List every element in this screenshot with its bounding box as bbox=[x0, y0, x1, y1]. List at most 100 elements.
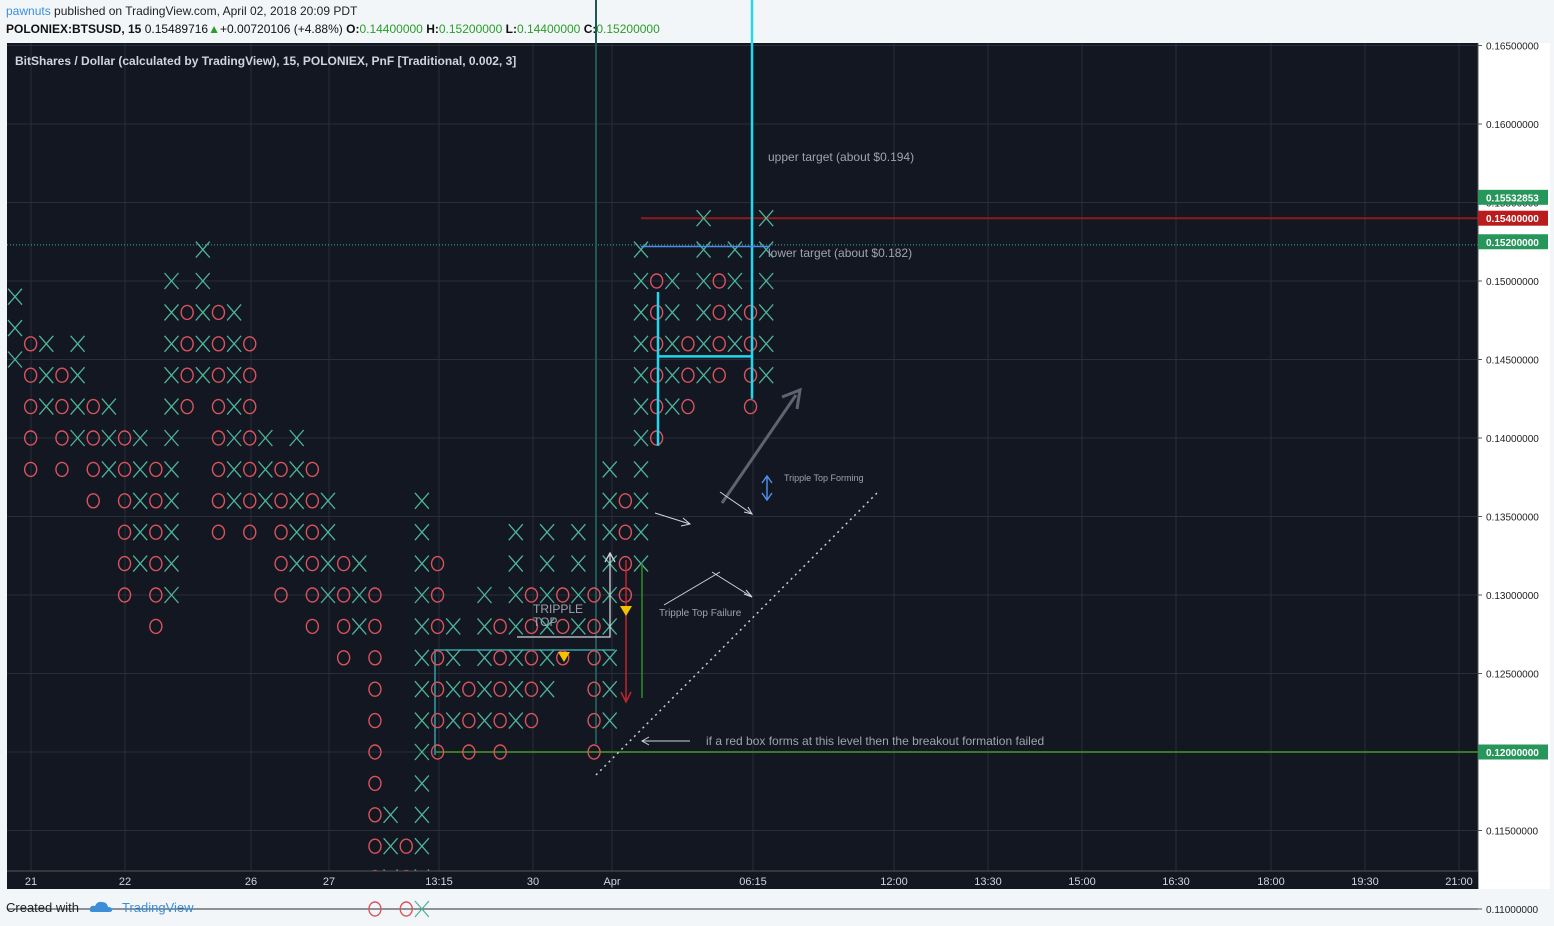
x-mark-stroke bbox=[164, 586, 179, 604]
o-mark bbox=[368, 650, 382, 666]
o-mark bbox=[649, 304, 664, 321]
x-mark bbox=[445, 617, 461, 635]
footer: Created with TradingView bbox=[6, 900, 194, 917]
o-mark bbox=[149, 524, 163, 540]
o-mark bbox=[23, 336, 38, 352]
x-mark-stroke bbox=[38, 366, 54, 384]
x-mark bbox=[414, 774, 430, 792]
x-mark-stroke bbox=[696, 209, 712, 227]
x-mark-stroke bbox=[132, 492, 148, 510]
o-mark bbox=[462, 712, 476, 729]
x-mark-stroke bbox=[758, 272, 774, 290]
x-mark-stroke bbox=[664, 398, 680, 416]
x-mark-stroke bbox=[727, 303, 743, 321]
o-mark bbox=[243, 430, 257, 446]
x-mark-stroke bbox=[38, 398, 54, 416]
x-mark bbox=[602, 712, 618, 730]
o-mark bbox=[274, 524, 288, 540]
o-mark bbox=[23, 430, 38, 446]
o-mark bbox=[55, 461, 69, 478]
x-mark-stroke bbox=[226, 460, 242, 478]
x-mark-stroke bbox=[445, 617, 461, 635]
x-mark bbox=[414, 586, 430, 604]
x-mark bbox=[101, 398, 117, 416]
tripple-top-forming-label: Tripple Top Forming bbox=[784, 473, 864, 483]
x-mark bbox=[289, 492, 305, 510]
o-mark bbox=[180, 367, 194, 383]
o-mark bbox=[524, 650, 539, 666]
o-mark bbox=[681, 336, 695, 352]
low-label: L: bbox=[505, 22, 517, 36]
x-tick-label: 13:15 bbox=[425, 876, 453, 888]
x-mark bbox=[445, 680, 461, 698]
x-mark-stroke bbox=[195, 335, 211, 353]
x-mark bbox=[414, 806, 430, 824]
x-mark bbox=[758, 272, 774, 290]
o-mark bbox=[86, 430, 100, 446]
x-mark-stroke bbox=[539, 555, 555, 573]
o-mark bbox=[743, 367, 758, 383]
x-mark bbox=[132, 523, 148, 541]
publisher-link[interactable]: pawnuts bbox=[6, 4, 51, 18]
x-mark-stroke bbox=[664, 303, 680, 321]
o-mark bbox=[117, 461, 132, 478]
x-mark-stroke bbox=[445, 712, 461, 730]
o-mark bbox=[211, 461, 226, 478]
annotation-arrow bbox=[719, 491, 753, 515]
time-axis-panel bbox=[7, 871, 1478, 889]
x-mark bbox=[602, 460, 618, 478]
x-tick-label: 12:00 bbox=[880, 876, 908, 888]
o-mark bbox=[305, 524, 320, 540]
price-tag bbox=[1478, 189, 1548, 205]
tradingview-cloud-icon bbox=[89, 900, 113, 917]
x-mark bbox=[570, 586, 586, 604]
x-mark bbox=[7, 288, 23, 306]
o-mark bbox=[556, 587, 570, 603]
o-mark bbox=[743, 336, 758, 352]
o-mark bbox=[305, 461, 320, 478]
x-mark-stroke bbox=[602, 680, 618, 698]
x-mark bbox=[70, 398, 86, 416]
x-mark bbox=[7, 319, 23, 337]
upper-target-label: upper target (about $0.194) bbox=[768, 150, 914, 164]
x-mark bbox=[38, 398, 54, 416]
o-mark bbox=[462, 681, 476, 697]
note-arrow-head bbox=[640, 736, 650, 746]
lower-target-label: lower target (about $0.182) bbox=[768, 246, 912, 260]
y-tick-label: 0.11000000 bbox=[1486, 905, 1539, 916]
x-mark-stroke bbox=[320, 523, 336, 541]
x-mark bbox=[602, 492, 618, 510]
x-mark bbox=[289, 523, 305, 541]
close-value: 0.15200000 bbox=[596, 22, 660, 36]
o-mark bbox=[493, 681, 507, 697]
x-tick-label: 15:00 bbox=[1068, 876, 1096, 888]
x-mark bbox=[414, 680, 430, 698]
price-tag-label: 0.15400000 bbox=[1486, 214, 1539, 225]
x-mark bbox=[602, 680, 618, 698]
tradingview-link[interactable]: TradingView bbox=[122, 900, 194, 915]
x-mark bbox=[696, 303, 712, 321]
x-tick-label: 21 bbox=[25, 876, 37, 888]
x-mark-stroke bbox=[758, 209, 774, 227]
x-mark bbox=[633, 272, 649, 290]
x-tick-label: 06:15 bbox=[739, 876, 767, 888]
o-mark bbox=[649, 430, 664, 446]
x-mark bbox=[320, 492, 336, 510]
y-tick-label: 0.16000000 bbox=[1486, 120, 1539, 131]
o-mark bbox=[305, 618, 320, 635]
price-tag bbox=[1478, 210, 1548, 226]
o-mark bbox=[493, 618, 507, 635]
x-mark-stroke bbox=[164, 366, 179, 384]
x-mark bbox=[477, 617, 492, 635]
x-mark-stroke bbox=[164, 272, 179, 290]
bracket-upper-line bbox=[595, 0, 597, 745]
x-mark bbox=[320, 523, 336, 541]
o-mark bbox=[681, 398, 695, 415]
o-mark bbox=[274, 461, 288, 478]
x-mark bbox=[696, 272, 712, 290]
y-tick-label: 0.13500000 bbox=[1486, 513, 1539, 524]
o-mark bbox=[430, 650, 445, 666]
symbol-name: POLONIEX:BTSUSD, 15 bbox=[6, 22, 142, 36]
time-axis: 21 22 26 27 13:15 30 Apr 06:15 12:00 13:30 15:00 16… bbox=[7, 870, 1478, 889]
